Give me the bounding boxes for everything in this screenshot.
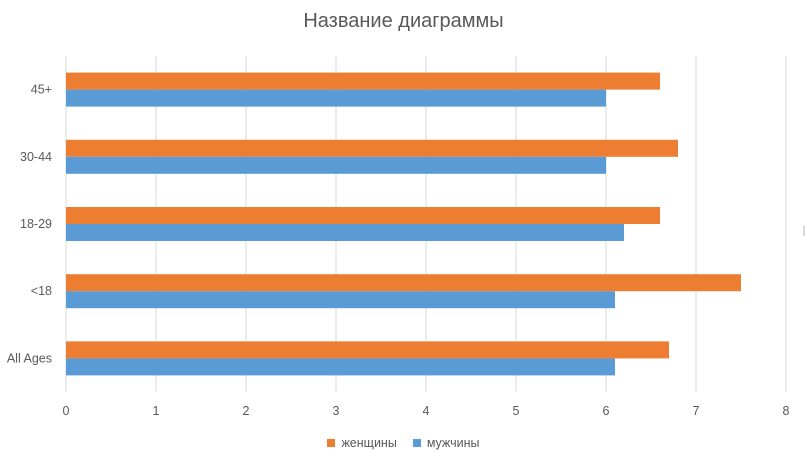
x-tick-label: 4 (423, 404, 430, 418)
category-label: 30-44 (20, 150, 52, 164)
bar-мужчины[interactable] (66, 89, 606, 107)
chart-title: Название диаграммы (303, 10, 504, 32)
bar-женщины[interactable] (66, 341, 669, 359)
bar-мужчины[interactable] (66, 358, 615, 376)
legend-label: женщины (341, 436, 397, 450)
category-label: 45+ (31, 83, 52, 97)
x-tick-label: 7 (693, 404, 700, 418)
x-tick-label: 6 (603, 404, 610, 418)
x-tick-label: 8 (783, 404, 790, 418)
legend-item: мужчины (412, 436, 480, 450)
category-label: <18 (31, 284, 52, 298)
x-tick-label: 0 (63, 404, 70, 418)
bar-мужчины[interactable] (66, 224, 624, 241)
legend: женщины мужчины (0, 436, 807, 450)
bar-женщины[interactable] (66, 139, 678, 157)
legend-swatch (327, 439, 336, 447)
bar-мужчины[interactable] (66, 291, 615, 309)
x-tick-label: 3 (333, 404, 340, 418)
bar-мужчины[interactable] (66, 156, 606, 174)
legend-item: женщины (327, 436, 397, 450)
bar-женщины[interactable] (66, 207, 660, 224)
bar-женщины[interactable] (66, 274, 741, 292)
legend-swatch (412, 439, 421, 447)
category-label: All Ages (7, 351, 52, 365)
x-tick-label: 2 (243, 404, 250, 418)
x-tick-label: 5 (513, 404, 520, 418)
bar-женщины[interactable] (66, 72, 660, 90)
category-label: 18-29 (20, 217, 52, 231)
x-tick-label: 1 (153, 404, 160, 418)
legend-label: мужчины (426, 436, 480, 450)
resize-handle[interactable] (803, 226, 805, 236)
